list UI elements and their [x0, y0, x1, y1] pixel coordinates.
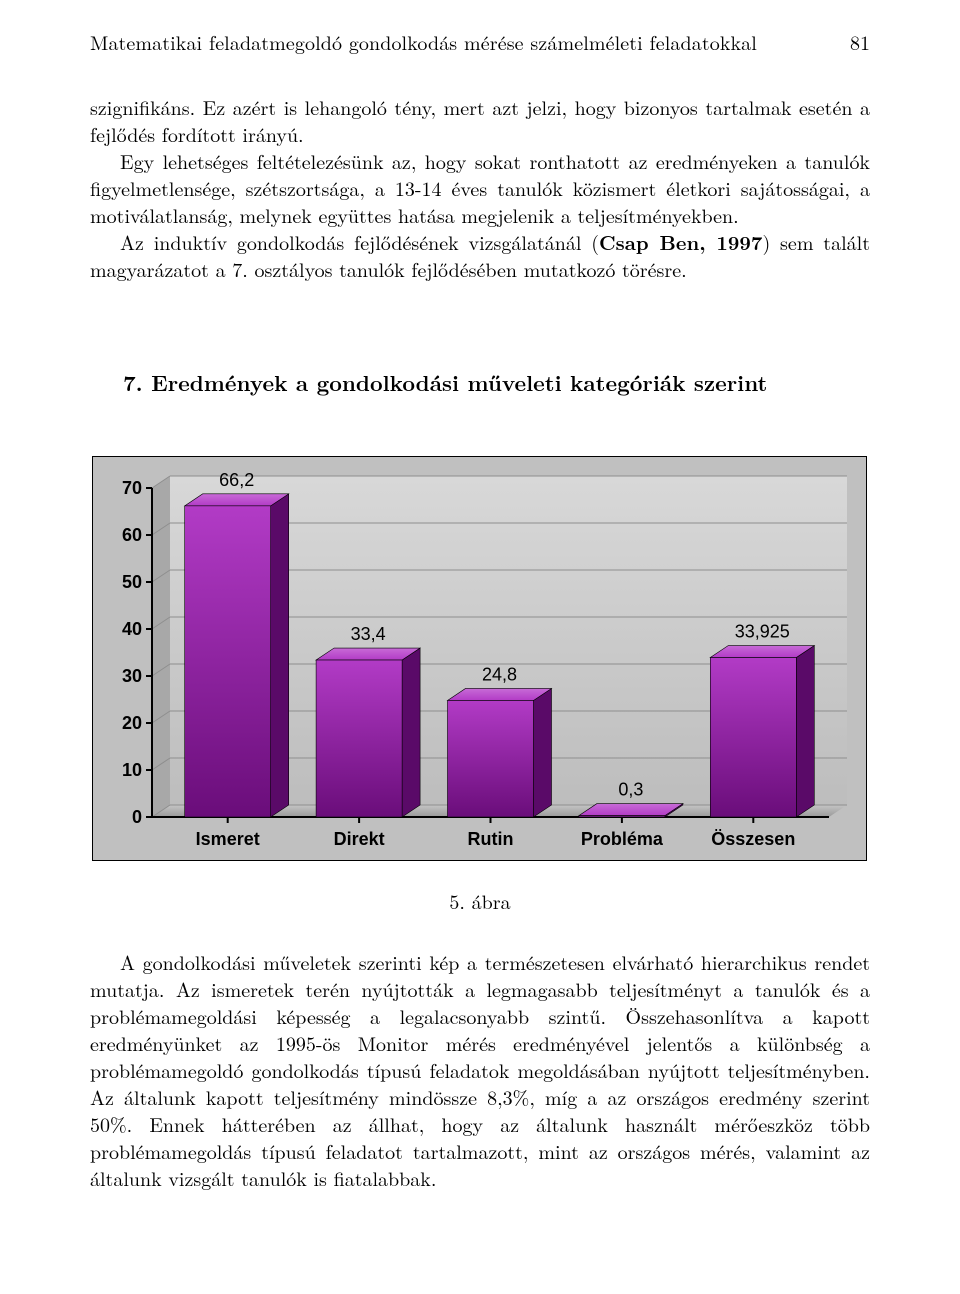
svg-text:Rutin: Rutin — [468, 829, 514, 849]
svg-text:10: 10 — [122, 760, 142, 780]
bar-chart: 0 10 20 30 40 50 60 70 66,2 Ismeret 33,4 Direkt 24,8… — [92, 456, 867, 861]
page-container: Matematikai feladatmegoldó gondolkodás m… — [0, 0, 960, 1231]
para-3-a: Az induktív gondolkodás fejlődésének viz… — [120, 227, 599, 256]
svg-text:Összesen: Összesen — [711, 829, 795, 849]
para-4: A gondolkodási műveletek szerinti kép a … — [90, 948, 870, 1191]
svg-text:Ismeret: Ismeret — [196, 829, 260, 849]
figure-caption: 5. ábra — [90, 887, 870, 914]
running-title: Matematikai feladatmegoldó gondolkodás m… — [90, 28, 757, 55]
para-3-citation: Csap Ben, 1997 — [599, 227, 762, 256]
svg-text:30: 30 — [122, 666, 142, 686]
svg-text:50: 50 — [122, 572, 142, 592]
svg-text:60: 60 — [122, 525, 142, 545]
para-2: Egy lehetséges feltételezésünk az, hogy … — [90, 147, 870, 228]
para-1: szignifikáns. Ez azért is lehangoló tény… — [90, 93, 870, 147]
svg-text:40: 40 — [122, 619, 142, 639]
svg-text:24,8: 24,8 — [482, 664, 517, 684]
svg-text:66,2: 66,2 — [219, 470, 254, 490]
svg-text:33,4: 33,4 — [351, 624, 386, 644]
figure: 0 10 20 30 40 50 60 70 66,2 Ismeret 33,4 Direkt 24,8… — [92, 456, 867, 861]
page-number: 81 — [838, 28, 870, 55]
svg-text:0,3: 0,3 — [618, 779, 643, 799]
svg-text:0: 0 — [132, 807, 142, 827]
running-head: Matematikai feladatmegoldó gondolkodás m… — [90, 28, 870, 55]
svg-text:20: 20 — [122, 713, 142, 733]
svg-text:Probléma: Probléma — [581, 829, 664, 849]
svg-text:Direkt: Direkt — [334, 829, 385, 849]
svg-text:70: 70 — [122, 478, 142, 498]
section-heading: 7. Eredmények a gondolkodási műveleti ka… — [90, 368, 870, 398]
svg-text:33,925: 33,925 — [735, 621, 790, 641]
para-3: Az induktív gondolkodás fejlődésének viz… — [90, 228, 870, 282]
